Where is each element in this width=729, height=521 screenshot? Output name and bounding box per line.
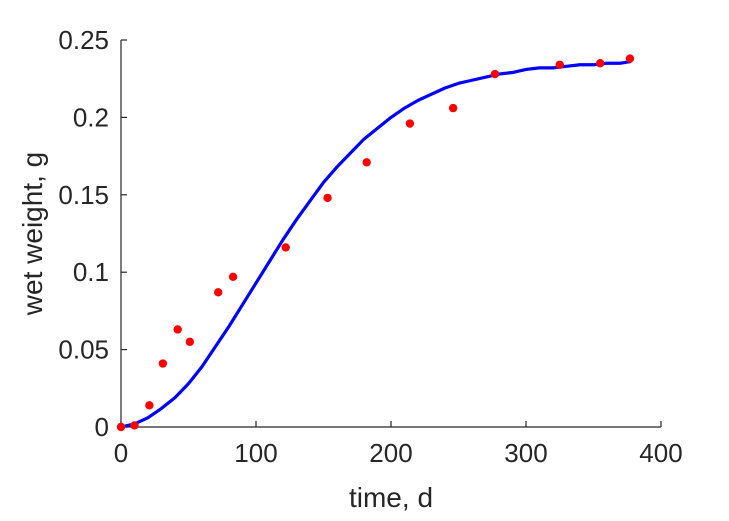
x-tick-label: 200: [369, 438, 412, 468]
y-tick-label: 0.05: [58, 335, 109, 365]
y-tick-label: 0.15: [58, 180, 109, 210]
data-point: [145, 401, 154, 410]
x-tick-label: 0: [114, 438, 128, 468]
x-axis-ticks: 0 100 200 300 400: [114, 421, 683, 468]
data-point: [405, 119, 415, 128]
data-point: [596, 59, 605, 68]
data-point: [323, 193, 332, 203]
y-tick-label: 0.2: [73, 102, 109, 132]
data-point: [116, 422, 126, 432]
y-tick-label: 0.1: [73, 257, 109, 287]
data-point: [214, 288, 223, 297]
series-layer: [116, 54, 635, 432]
data-point: [555, 60, 564, 69]
data-point: [130, 421, 139, 430]
y-tick-label: 0: [95, 412, 109, 442]
data-point: [185, 337, 195, 347]
x-tick-label: 300: [504, 438, 547, 468]
x-axis-label: time, d: [349, 482, 433, 513]
fit-curve: [119, 60, 632, 429]
data-point: [625, 54, 635, 63]
data-point: [448, 103, 458, 113]
x-tick-label: 400: [639, 438, 682, 468]
data-point: [228, 272, 238, 282]
data-point: [281, 243, 290, 252]
x-tick-label: 100: [234, 438, 277, 468]
y-axis-ticks: 0 0.05 0.1 0.15 0.2 0.25: [58, 25, 127, 442]
data-point: [173, 325, 182, 334]
data-point: [490, 69, 500, 79]
data-point: [362, 158, 371, 167]
y-axis-label: wet weight, g: [17, 152, 48, 316]
y-tick-label: 0.25: [58, 25, 109, 55]
data-point: [158, 359, 168, 368]
